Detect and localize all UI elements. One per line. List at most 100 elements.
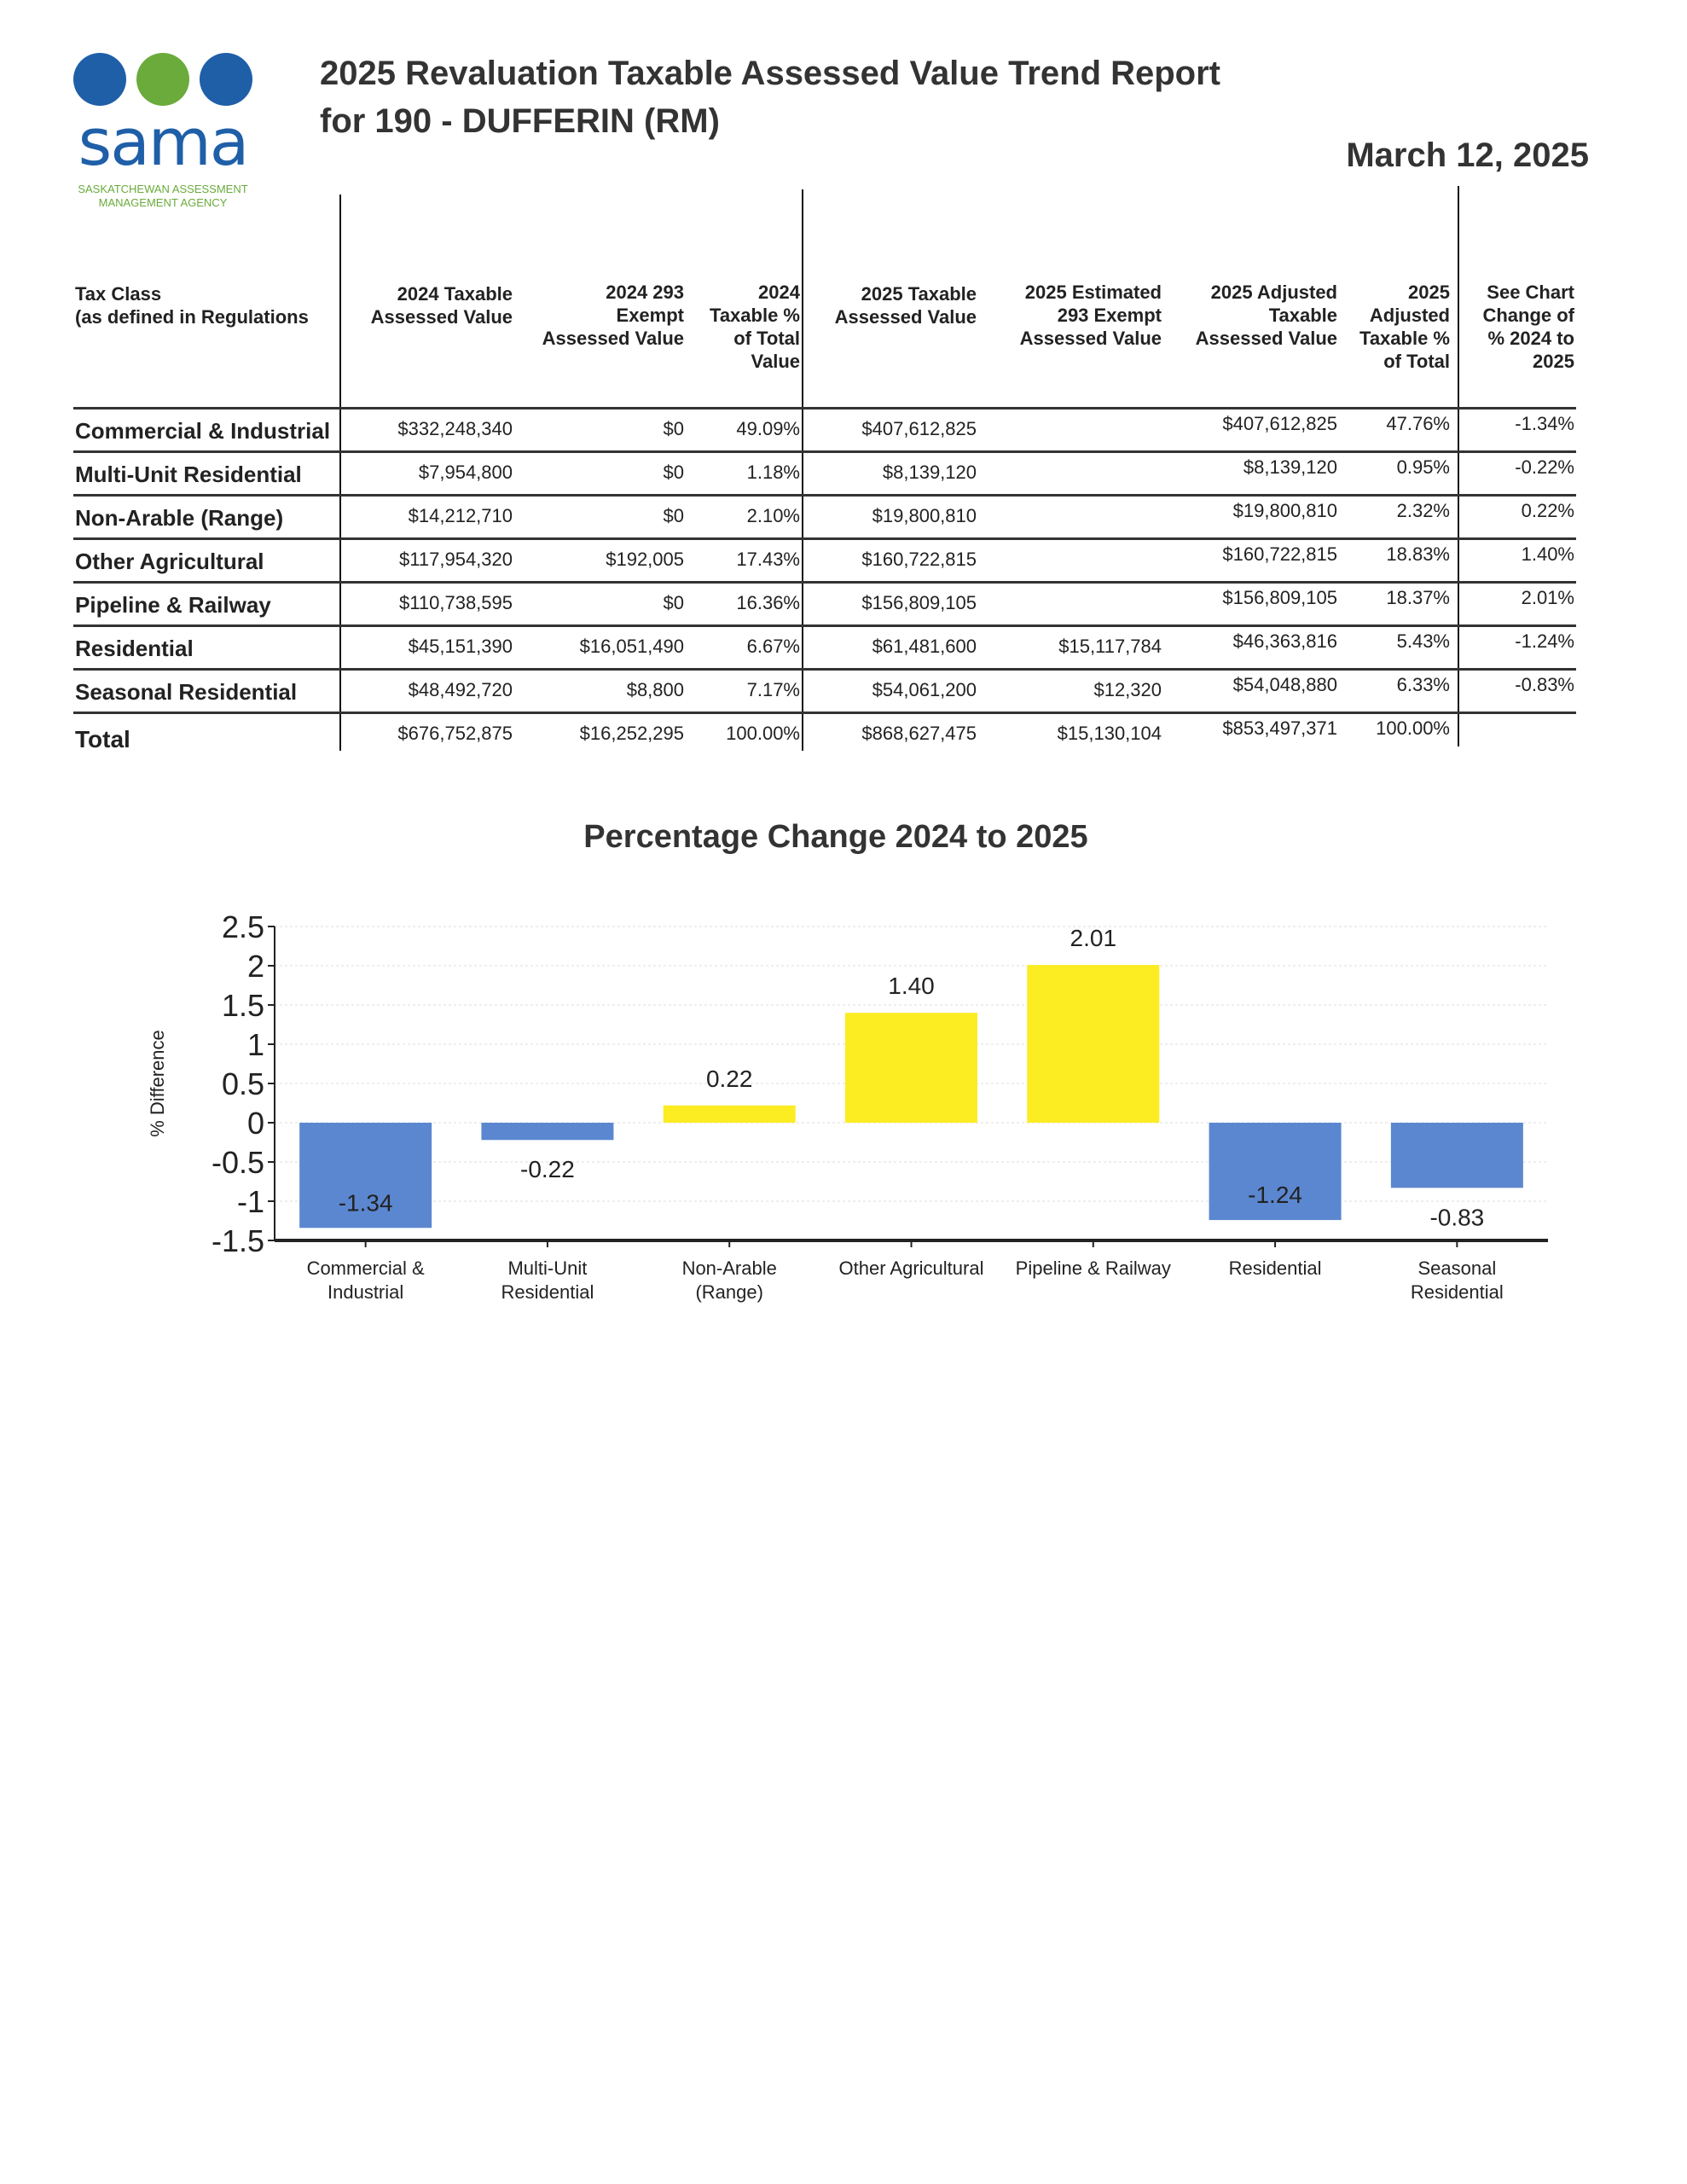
x-tick-label: Industrial xyxy=(328,1281,403,1303)
column-header-line: 2024 Taxable xyxy=(397,283,513,305)
table-cell: $15,130,104 xyxy=(1057,723,1162,744)
table-cell: $160,722,815 xyxy=(1222,543,1337,565)
column-header-line: Assessed Value xyxy=(542,328,684,349)
table-cell: 6.67% xyxy=(746,636,800,657)
table-cell: $14,212,710 xyxy=(408,505,513,526)
y-axis-label: % Difference xyxy=(147,1030,168,1137)
table-cell: $0 xyxy=(663,592,684,613)
column-header-line: Assessed Value xyxy=(1019,328,1162,349)
row-label: Multi-Unit Residential xyxy=(75,462,302,487)
column-divider xyxy=(339,195,341,751)
data-label: 2.01 xyxy=(1070,925,1117,951)
table-cell: 1.40% xyxy=(1521,543,1574,565)
column-header: 2024 Taxable Assessed Value xyxy=(371,282,513,328)
row-divider xyxy=(73,712,1576,714)
table-cell: $19,800,810 xyxy=(1232,500,1337,521)
column-header-line: Value xyxy=(751,351,800,372)
table-cell: 100.00% xyxy=(1376,717,1450,739)
data-label: -1.24 xyxy=(1248,1182,1302,1208)
row-divider xyxy=(73,450,1576,453)
row-label: Other Agricultural xyxy=(75,549,264,574)
table-cell: $156,809,105 xyxy=(861,592,977,613)
table-cell: -1.24% xyxy=(1515,630,1574,652)
table-cell: 6.33% xyxy=(1396,674,1450,695)
column-header: 2025 Adjusted Taxable Assessed Value xyxy=(1196,281,1337,350)
column-header-line: Assessed Value xyxy=(370,306,513,328)
table-cell: $332,248,340 xyxy=(397,418,513,439)
table-cell: 49.09% xyxy=(736,418,800,439)
y-tick-label: -1.5 xyxy=(212,1223,264,1258)
table-cell: $160,722,815 xyxy=(861,549,977,570)
y-tick-label: 2 xyxy=(247,949,264,984)
column-header-line: Change of xyxy=(1482,305,1574,326)
x-tick-label: (Range) xyxy=(695,1281,762,1303)
table-cell: 5.43% xyxy=(1396,630,1450,652)
column-divider xyxy=(802,189,803,751)
column-header-line: 2024 293 xyxy=(606,282,684,303)
row-label: Pipeline & Railway xyxy=(75,592,271,618)
table-cell: $19,800,810 xyxy=(872,505,977,526)
x-tick-label: Commercial & xyxy=(307,1258,425,1279)
table-cell: $407,612,825 xyxy=(1222,413,1337,434)
bar xyxy=(1209,1123,1342,1221)
column-header: 2025 Taxable Assessed Value xyxy=(835,282,977,328)
column-header-line: (as defined in Regulations xyxy=(75,306,309,328)
table-cell: -0.83% xyxy=(1515,674,1574,695)
column-header-line: Adjusted xyxy=(1369,305,1450,326)
table-cell: $61,481,600 xyxy=(872,636,977,657)
table-cell: $407,612,825 xyxy=(861,418,977,439)
table-cell: $12,320 xyxy=(1093,679,1162,700)
column-header-line: Taxable xyxy=(1268,305,1337,326)
column-header-line: % 2024 to xyxy=(1487,328,1575,349)
column-header: 2025 Estimated 293 Exempt Assessed Value xyxy=(1020,281,1162,350)
y-tick-label: 1 xyxy=(247,1027,264,1062)
row-divider xyxy=(73,494,1576,497)
table-cell: 2.10% xyxy=(746,505,800,526)
logo-subtitle-line: MANAGEMENT AGENCY xyxy=(98,196,228,209)
column-header-line: Taxable % xyxy=(710,305,800,326)
bar xyxy=(663,1105,796,1123)
table-cell: $8,139,120 xyxy=(1243,456,1337,478)
table-cell: $8,139,120 xyxy=(882,462,977,483)
logo-subtitle: SASKATCHEWAN ASSESSMENT MANAGEMENT AGENCY xyxy=(73,183,252,210)
table-cell: $16,051,490 xyxy=(579,636,684,657)
row-divider xyxy=(73,624,1576,627)
house-icon xyxy=(73,53,126,106)
table-cell: 18.37% xyxy=(1386,587,1450,608)
row-divider xyxy=(73,407,1576,410)
table-cell: -1.34% xyxy=(1515,413,1574,434)
table-cell: $54,048,880 xyxy=(1232,674,1337,695)
table-cell: 16.36% xyxy=(736,592,800,613)
x-tick-label: Non-Arable xyxy=(682,1258,777,1279)
row-divider xyxy=(73,668,1576,671)
table-cell: $192,005 xyxy=(606,549,684,570)
wheat-icon xyxy=(136,53,189,106)
table-cell: $8,800 xyxy=(626,679,684,700)
column-header-line: 2024 xyxy=(758,282,800,303)
column-header-line: 2025 xyxy=(1408,282,1450,303)
bar xyxy=(1027,965,1160,1123)
bar xyxy=(481,1123,614,1141)
column-header-line: 2025 Taxable xyxy=(861,283,977,305)
table-cell: 17.43% xyxy=(736,549,800,570)
table-cell: $48,492,720 xyxy=(408,679,513,700)
y-tick-label: 0 xyxy=(247,1106,264,1141)
table-cell: $0 xyxy=(663,505,684,526)
y-tick-label: -0.5 xyxy=(212,1145,264,1180)
table-cell: $0 xyxy=(663,418,684,439)
column-header: 2025 Adjusted Taxable % of Total xyxy=(1359,281,1450,373)
table-cell: $16,252,295 xyxy=(579,723,684,744)
pumpjack-icon xyxy=(200,53,252,106)
table-cell: $46,363,816 xyxy=(1232,630,1337,652)
report-title: 2025 Revaluation Taxable Assessed Value … xyxy=(320,49,1220,145)
x-tick-label: Residential xyxy=(1411,1281,1504,1303)
column-header-line: 293 Exempt xyxy=(1057,305,1162,326)
column-header-line: 2025 Adjusted xyxy=(1210,282,1337,303)
bar xyxy=(1390,1123,1523,1188)
title-line: for 190 - DUFFERIN (RM) xyxy=(320,102,720,140)
column-header-line: Assessed Value xyxy=(1195,328,1337,349)
column-header-line: 2025 xyxy=(1533,351,1574,372)
x-tick-label: Multi-Unit xyxy=(507,1258,587,1279)
table-cell: $676,752,875 xyxy=(397,723,513,744)
